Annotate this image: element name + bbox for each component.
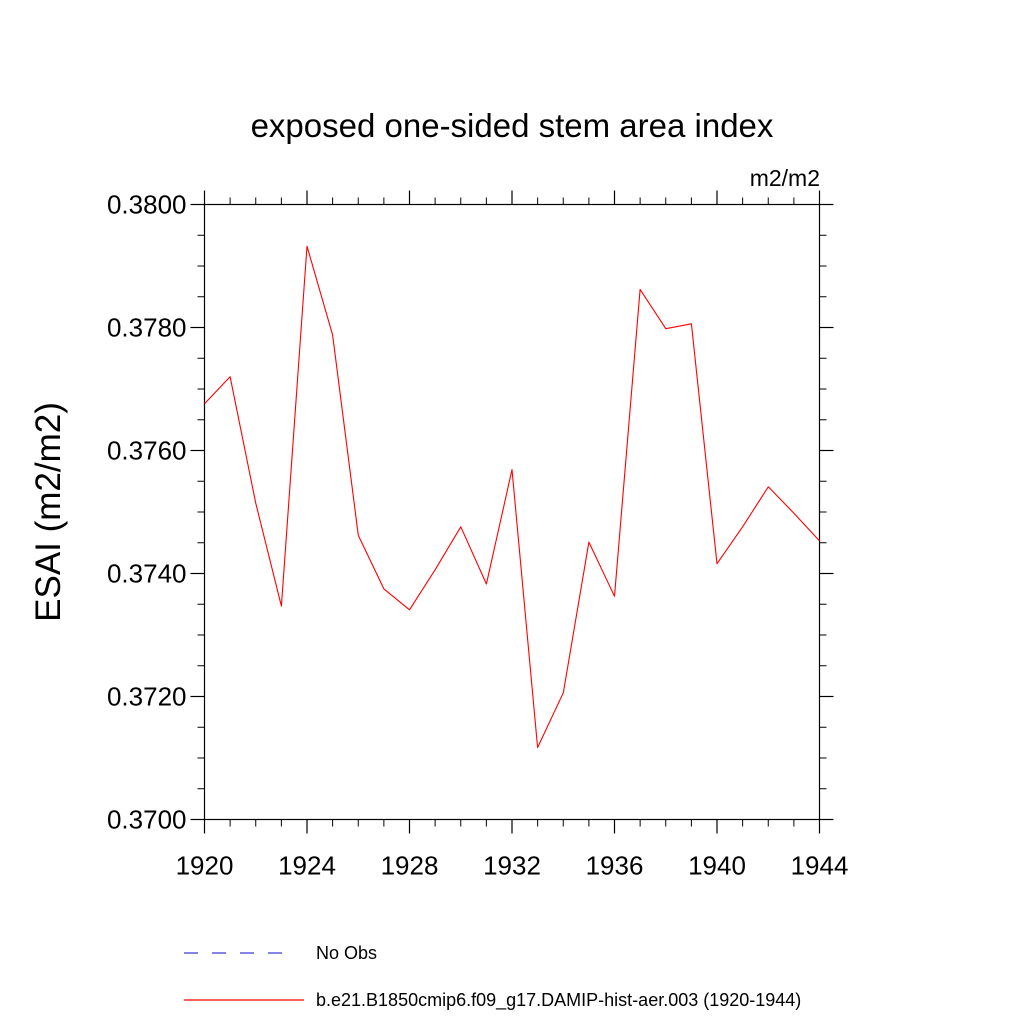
x-tick-label: 1928 xyxy=(381,851,439,881)
plot-frame xyxy=(203,203,821,821)
legend-label-no-obs: No Obs xyxy=(316,943,377,963)
y-tick-labels: 0.3700 0.3720 0.3740 0.3760 0.3780 0.3800 xyxy=(107,190,187,835)
y-tick-label: 0.3700 xyxy=(107,805,187,835)
legend: No Obs b.e21.B1850cmip6.f09_g17.DAMIP-hi… xyxy=(184,943,801,1011)
y-tick-label: 0.3740 xyxy=(107,559,187,589)
y-tick-label: 0.3780 xyxy=(107,313,187,343)
y-tick-label: 0.3760 xyxy=(107,436,187,466)
x-tick-label: 1932 xyxy=(483,851,541,881)
x-tick-labels: 1920 1924 1928 1932 1936 1940 1944 xyxy=(176,851,849,881)
x-tick-label: 1936 xyxy=(586,851,644,881)
units-label: m2/m2 xyxy=(750,165,820,191)
y-axis-title: ESAI (m2/m2) xyxy=(29,402,68,622)
y-tick-label: 0.3800 xyxy=(107,190,187,220)
series-layer xyxy=(204,245,820,749)
x-tick-label: 1924 xyxy=(278,851,336,881)
legend-label-model: b.e21.B1850cmip6.f09_g17.DAMIP-hist-aer.… xyxy=(316,990,801,1011)
series-line xyxy=(204,245,820,749)
axis-ticks xyxy=(190,190,834,834)
x-tick-label: 1920 xyxy=(176,851,234,881)
x-tick-label: 1944 xyxy=(791,851,849,881)
y-tick-label: 0.3720 xyxy=(107,682,187,712)
x-tick-label: 1940 xyxy=(688,851,746,881)
chart-title: exposed one-sided stem area index xyxy=(251,107,774,144)
